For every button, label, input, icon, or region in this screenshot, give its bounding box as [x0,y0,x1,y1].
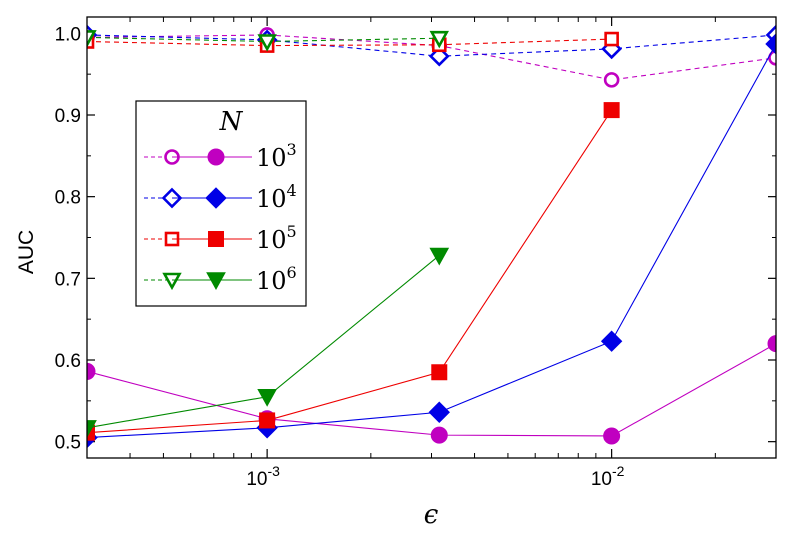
series-square-dashed [87,31,619,53]
legend-entry: 106 [144,263,297,295]
legend: N 103 104 105 106 [135,100,307,307]
data-point [257,34,277,52]
data-point [87,30,97,48]
data-point [600,330,623,352]
data-point [603,102,620,119]
series-line [87,343,776,437]
data-point [765,33,776,55]
y-tick-label: 1.0 [55,24,81,45]
legend-filled-marker [205,187,227,209]
data-point [257,389,277,407]
data-point [430,426,448,444]
y-tick-label: 0.8 [55,188,81,209]
legend-title: N [219,107,244,137]
x-tick-label: 10-2 [591,463,625,490]
plot-frame [86,16,777,459]
legend-open-marker [162,272,182,291]
data-point [87,362,96,380]
data-point [259,412,276,429]
legend-label: 103 [256,140,297,172]
y-tick-label: 0.9 [55,106,81,127]
legend-label: 104 [256,181,297,213]
legend-entry: 103 [144,140,297,172]
y-tick-label: 0.7 [55,269,81,290]
series-triangle-down-solid [87,247,450,438]
data-point [87,420,97,438]
legend-label: 105 [256,222,297,254]
tick-labels: 0.5 0.6 0.7 0.8 0.9 1.0 10-3 10-2 [55,24,625,490]
x-axis-title: ϵ [424,500,439,530]
y-tick-label: 0.6 [55,351,81,372]
y-axis-title: AUC [15,230,38,274]
data-point [603,72,620,88]
series-circle-solid [87,335,776,445]
legend-entry: 104 [144,181,297,213]
data-point [428,401,450,423]
series-line [87,109,613,434]
data-point [429,30,449,49]
legend-entry: 105 [144,222,297,254]
data-point [429,247,450,266]
data-point [603,427,621,445]
data-point [767,335,776,353]
x-tick-label: 10-3 [246,463,280,490]
legend-filled-marker [207,148,225,166]
data-point [604,31,619,47]
data-series [87,24,776,449]
series-triangle-down-dashed [87,30,449,52]
data-point [768,50,776,66]
series-square-solid [87,102,620,441]
legend-filled-marker [206,272,226,291]
legend-label: 106 [256,263,297,295]
data-point [431,364,448,381]
data-point [87,424,95,441]
series-line [87,38,612,47]
y-tick-label: 0.5 [55,433,81,454]
legend-filled-marker [208,231,224,247]
